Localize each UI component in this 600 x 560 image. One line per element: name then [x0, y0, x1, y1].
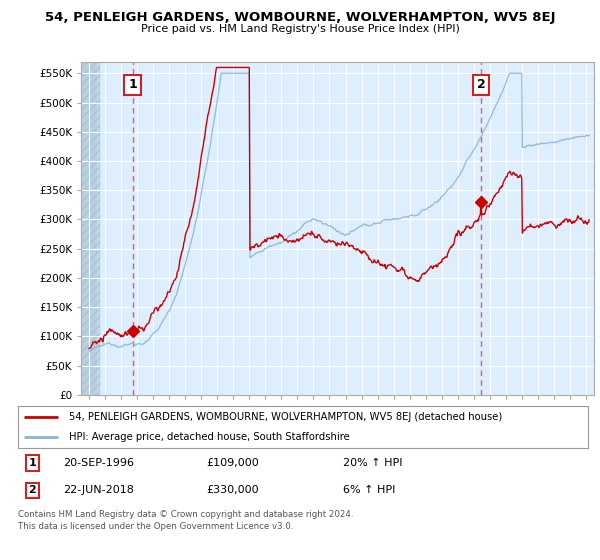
Text: £330,000: £330,000	[206, 486, 259, 495]
Text: 6% ↑ HPI: 6% ↑ HPI	[343, 486, 395, 495]
Text: 1: 1	[28, 458, 36, 468]
Text: 54, PENLEIGH GARDENS, WOMBOURNE, WOLVERHAMPTON, WV5 8EJ (detached house): 54, PENLEIGH GARDENS, WOMBOURNE, WOLVERH…	[70, 412, 503, 422]
Bar	[81, 62, 100, 395]
Text: £109,000: £109,000	[206, 458, 259, 468]
Text: 54, PENLEIGH GARDENS, WOMBOURNE, WOLVERHAMPTON, WV5 8EJ: 54, PENLEIGH GARDENS, WOMBOURNE, WOLVERH…	[45, 11, 555, 24]
Text: 2: 2	[477, 78, 485, 91]
Text: HPI: Average price, detached house, South Staffordshire: HPI: Average price, detached house, Sout…	[70, 432, 350, 442]
Text: 22-JUN-2018: 22-JUN-2018	[64, 486, 134, 495]
Text: This data is licensed under the Open Government Licence v3.0.: This data is licensed under the Open Gov…	[18, 522, 293, 531]
Text: 2: 2	[28, 486, 36, 495]
Text: Contains HM Land Registry data © Crown copyright and database right 2024.: Contains HM Land Registry data © Crown c…	[18, 510, 353, 519]
Text: 20% ↑ HPI: 20% ↑ HPI	[343, 458, 403, 468]
Text: 20-SEP-1996: 20-SEP-1996	[64, 458, 134, 468]
Text: Price paid vs. HM Land Registry's House Price Index (HPI): Price paid vs. HM Land Registry's House …	[140, 24, 460, 34]
Text: 1: 1	[128, 78, 137, 91]
